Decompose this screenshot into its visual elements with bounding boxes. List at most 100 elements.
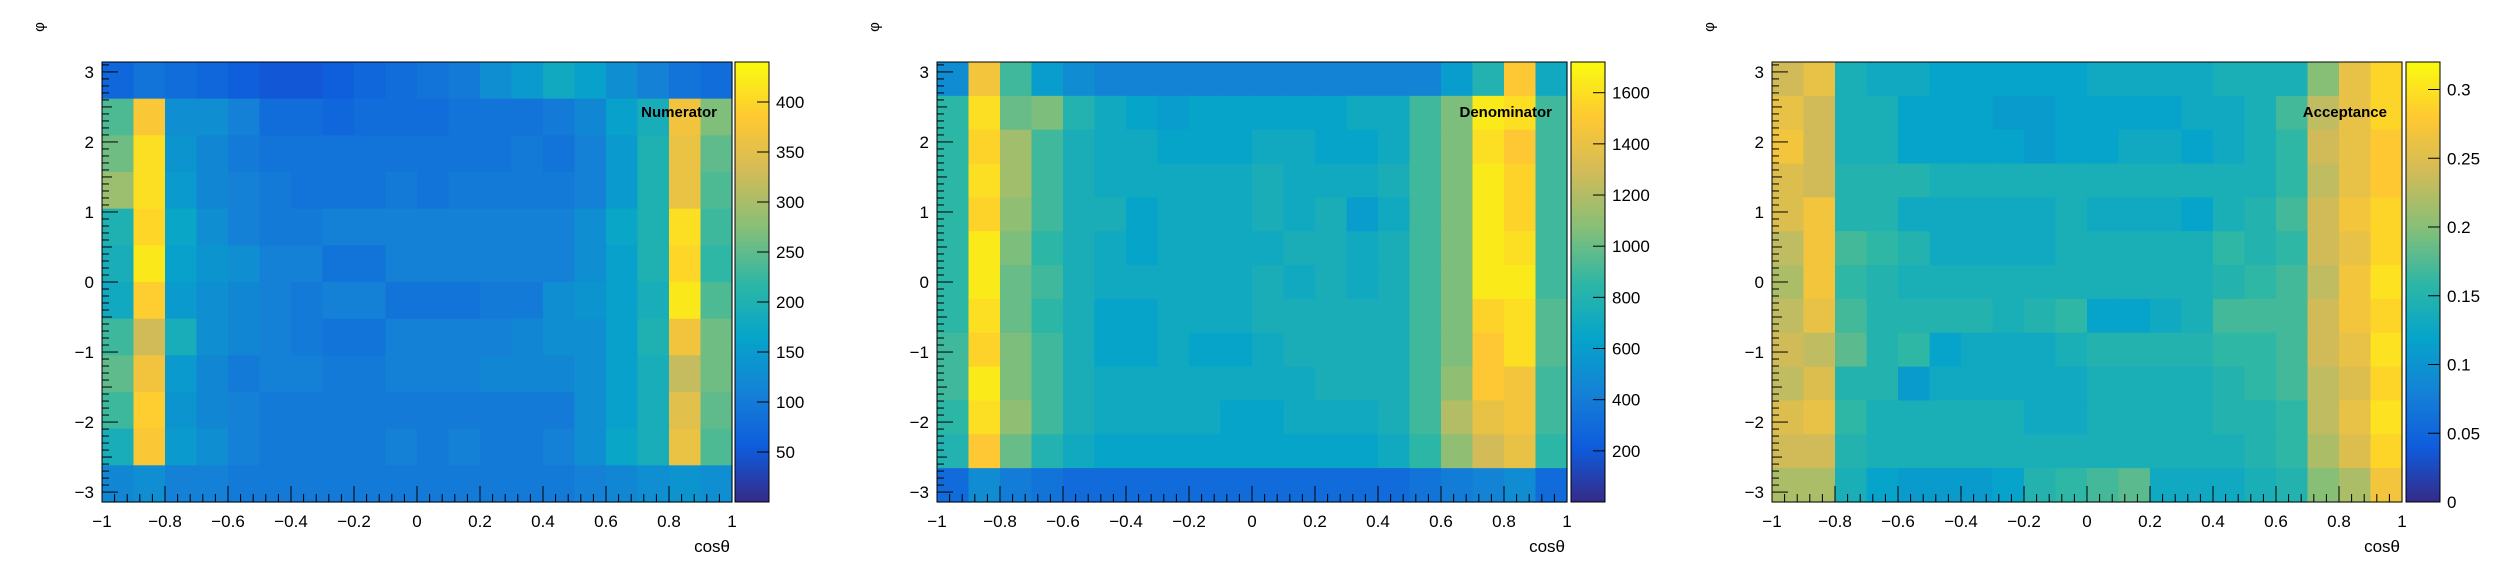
heatmap-cell [1535, 366, 1568, 402]
heatmap-cell [1346, 400, 1379, 435]
color-scale-band [2406, 223, 2440, 228]
color-scale-tick-label: 0.2 [2447, 218, 2471, 237]
heatmap-cell [2370, 434, 2403, 469]
heatmap-cell [2087, 434, 2120, 469]
heatmap-cell [1126, 62, 1159, 97]
heatmap-cell [1961, 197, 1994, 232]
heatmap-cell [2370, 231, 2403, 266]
color-scale-band [2406, 428, 2440, 433]
y-tick-label: −2 [910, 413, 929, 432]
color-scale-band [2406, 373, 2440, 378]
color-scale-band [735, 491, 769, 496]
heatmap-cell [322, 318, 355, 356]
heatmap-cell [1315, 163, 1348, 198]
heatmap-cell [1992, 197, 2025, 232]
y-tick-label: 0 [1755, 273, 1764, 292]
y-tick-label: 0 [85, 273, 94, 292]
color-scale-band [735, 421, 769, 426]
heatmap-cell [1866, 231, 1899, 266]
heatmap-cell [385, 318, 418, 356]
heatmap-cell [1094, 366, 1127, 402]
color-scale-band [2406, 351, 2440, 356]
color-scale-band [1571, 370, 1605, 375]
panel-title: Acceptance [2303, 104, 2387, 121]
heatmap-cell [1126, 468, 1159, 503]
heatmap-cell [1866, 265, 1899, 300]
heatmap-cell [700, 245, 733, 283]
heatmap-cell [2213, 129, 2246, 165]
heatmap-cell [2087, 197, 2120, 232]
heatmap-cell [1929, 95, 1962, 131]
heatmap-cell [196, 208, 229, 246]
heatmap-cell [2024, 62, 2057, 97]
heatmap-cell [1378, 434, 1411, 469]
heatmap-cell [2276, 400, 2309, 435]
heatmap-cell [2307, 265, 2340, 300]
heatmap-cell [1772, 298, 1805, 334]
y-axis-label: φ [866, 22, 883, 32]
color-scale-tick-label: 150 [776, 343, 804, 362]
color-scale-band [735, 91, 769, 96]
heatmap-cell [2307, 129, 2340, 165]
color-scale-band [735, 472, 769, 477]
heatmap-cell [1409, 163, 1442, 198]
heatmap-cell [1157, 298, 1190, 334]
heatmap-cell [1031, 400, 1064, 435]
color-scale-band [735, 403, 769, 408]
heatmap-cell [606, 355, 639, 393]
y-tick-label: −1 [75, 343, 94, 362]
x-tick-label: −0.6 [1881, 512, 1915, 531]
heatmap-cell [937, 400, 970, 435]
heatmap-cell [937, 298, 970, 334]
x-tick-label: 1 [1562, 512, 1571, 531]
heatmap-cell [322, 282, 355, 320]
heatmap-cell [1992, 231, 2025, 266]
heatmap-cell [259, 62, 292, 100]
heatmap-cell [2118, 298, 2151, 334]
heatmap-cell [574, 465, 607, 503]
heatmap-cell [543, 62, 576, 100]
color-scale-band [2406, 197, 2440, 202]
color-scale-band [1571, 135, 1605, 140]
color-scale-band [1571, 252, 1605, 257]
color-scale-band [1571, 439, 1605, 444]
heatmap-cell [1220, 197, 1253, 232]
color-scale-band [735, 443, 769, 448]
heatmap-cell [228, 465, 261, 503]
color-scale-band [735, 62, 769, 67]
heatmap-cell [2150, 332, 2183, 368]
color-scale-band [735, 183, 769, 188]
x-tick-label: −0.4 [1944, 512, 1978, 531]
color-scale-band [2406, 274, 2440, 279]
heatmap-cell [1000, 129, 1033, 165]
heatmap-cell [1535, 197, 1568, 232]
heatmap-cell [1409, 197, 1442, 232]
color-scale-band [2406, 153, 2440, 158]
color-scale-band [1571, 329, 1605, 334]
heatmap-cell [669, 208, 702, 246]
heatmap-cell [2244, 163, 2277, 198]
heatmap-cell [606, 318, 639, 356]
heatmap-cell [196, 172, 229, 210]
heatmap-cell [1803, 231, 1836, 266]
heatmap-cell [637, 318, 670, 356]
heatmap-cell [2087, 129, 2120, 165]
heatmap-cell [1535, 129, 1568, 165]
heatmap-cell [1094, 95, 1127, 131]
color-scale-band [1571, 245, 1605, 250]
heatmap-cell [354, 392, 387, 430]
heatmap-cell [511, 392, 544, 430]
heatmap-cell [480, 282, 513, 320]
color-scale-band [735, 102, 769, 107]
heatmap-cell [1378, 197, 1411, 232]
color-scale-band [1571, 91, 1605, 96]
color-scale-tick-label: 0.25 [2447, 149, 2480, 168]
heatmap-cell [417, 355, 450, 393]
color-scale-band [2406, 139, 2440, 144]
color-scale-band [2406, 362, 2440, 367]
heatmap-cell [1992, 298, 2025, 334]
heatmap-cell [1126, 298, 1159, 334]
heatmap-cell [606, 282, 639, 320]
y-tick-label: 0 [920, 273, 929, 292]
heatmap-cell [606, 98, 639, 136]
